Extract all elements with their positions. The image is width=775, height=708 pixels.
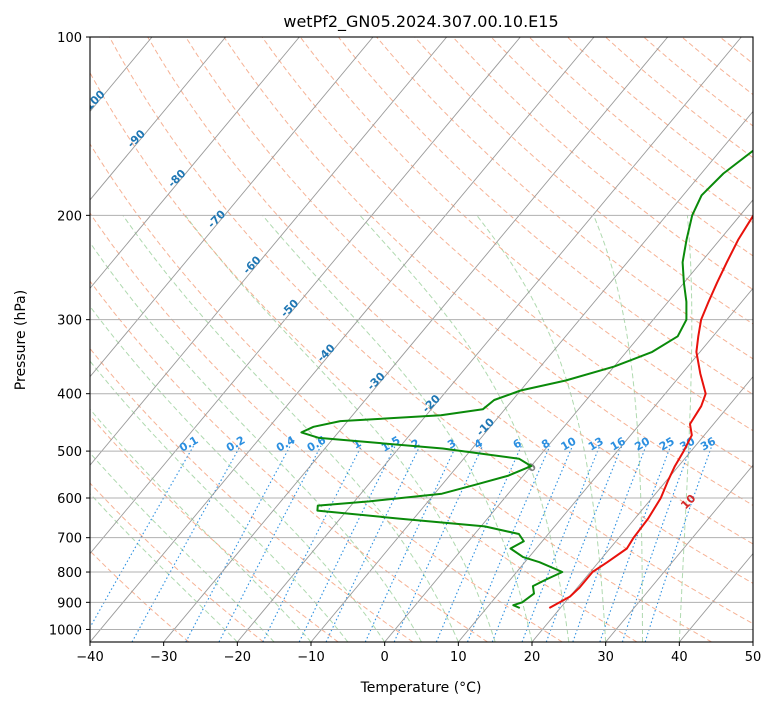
y-tick-label: 900 [57,596,82,611]
isotherm-line [236,37,742,642]
moist-adiabat-line [184,214,496,642]
chart-title: wetPf2_GN05.2024.307.00.10.E15 [283,12,558,32]
x-tick-label: 0 [381,650,389,665]
moist-adiabat-line [262,214,533,642]
y-tick-label: 700 [57,532,82,547]
moist-adiabat-line [90,241,422,642]
dry-adiabat-line [90,143,638,642]
y-axis-label: Pressure (hPa) [13,290,29,390]
pressure-gridlines [90,37,753,630]
moist-adiabat-line [90,492,238,642]
moist-adiabat-line [90,452,275,642]
y-tick-label: 200 [57,209,82,224]
x-tick-label: 30 [597,650,614,665]
dry-adiabat-line [90,212,563,642]
isotherm-line [90,37,227,201]
y-tick-label: 500 [57,445,82,460]
mixing-ratio-line [131,445,241,642]
mixing-ratio-line [435,445,522,642]
x-tick-label: −30 [150,650,177,665]
mixing-ratio-line [572,445,647,642]
dry-adiabat-line [605,37,753,159]
x-axis-label: Temperature (°C) [360,680,482,696]
mixing-ratio-line [599,445,672,642]
isotherm-line [384,199,753,642]
y-axis-ticks: 100 200 300 400 500 600 700 800 900 1000 [49,31,90,638]
mixing-ratio-line [621,445,692,642]
dry-adiabat-line [90,482,264,642]
mixing-ratio-line [644,445,713,642]
mixing-ratio-line [298,445,396,642]
dry-adiabat-line [223,37,753,506]
y-tick-label: 1000 [49,623,82,638]
isotherm-line [90,37,448,466]
dry-adiabat-line [90,415,339,642]
isotherm-line [90,37,595,642]
isotherm-line [163,37,669,642]
temperature-profile-line [548,214,753,609]
isotherm-line [90,37,521,555]
moist-adiabat-line [90,305,386,642]
dry-adiabat-line [452,37,753,291]
isotherm-line [605,464,753,642]
dry-adiabat-line [376,37,753,360]
isotherm-line [457,287,753,642]
dry-adiabat-line [528,37,753,224]
y-tick-label: 400 [57,388,82,403]
moist-adiabat-line [593,215,643,642]
isotherms [90,37,753,642]
y-tick-label: 800 [57,566,82,581]
x-tick-label: 50 [745,650,762,665]
isotherm-line [310,110,753,642]
mixing-ratio-line [325,445,421,642]
dry-adiabats [90,37,753,642]
x-tick-label: −20 [224,650,251,665]
dewpoint-profile-line [300,149,753,609]
dry-adiabat-line [109,37,753,625]
x-tick-label: 10 [450,650,467,665]
dry-adiabat-line [147,37,753,584]
dry-adiabat-line [299,37,753,432]
x-tick-label: 40 [671,650,688,665]
x-tick-label: 20 [524,650,541,665]
dry-adiabat-line [185,37,753,545]
x-tick-label: −40 [76,650,103,665]
y-tick-label: 100 [57,31,82,46]
mixing-ratio-lines [90,445,713,642]
moist-adiabats [90,214,693,642]
dry-adiabat-line [261,37,753,469]
y-tick-label: 300 [57,314,82,329]
plot-frame [89,36,754,643]
dry-adiabat-line [90,71,712,642]
moist-adiabat-line [122,215,459,642]
moist-adiabat-line [90,408,312,642]
mixing-ratio-line [262,445,362,642]
x-axis-ticks: −40 −30 −20 −10 0 10 20 30 40 50 [76,642,761,665]
isotherm-line [90,37,300,290]
dry-adiabat-line [90,280,488,642]
mixing-ratio-line [545,445,623,642]
dry-adiabat-line [338,37,753,396]
y-tick-label: 600 [57,492,82,507]
isotherm-line [531,376,753,642]
data-series [300,149,753,609]
x-tick-label: −10 [297,650,324,665]
isotherm-line [90,37,374,378]
moist-adiabat-line [678,215,693,642]
